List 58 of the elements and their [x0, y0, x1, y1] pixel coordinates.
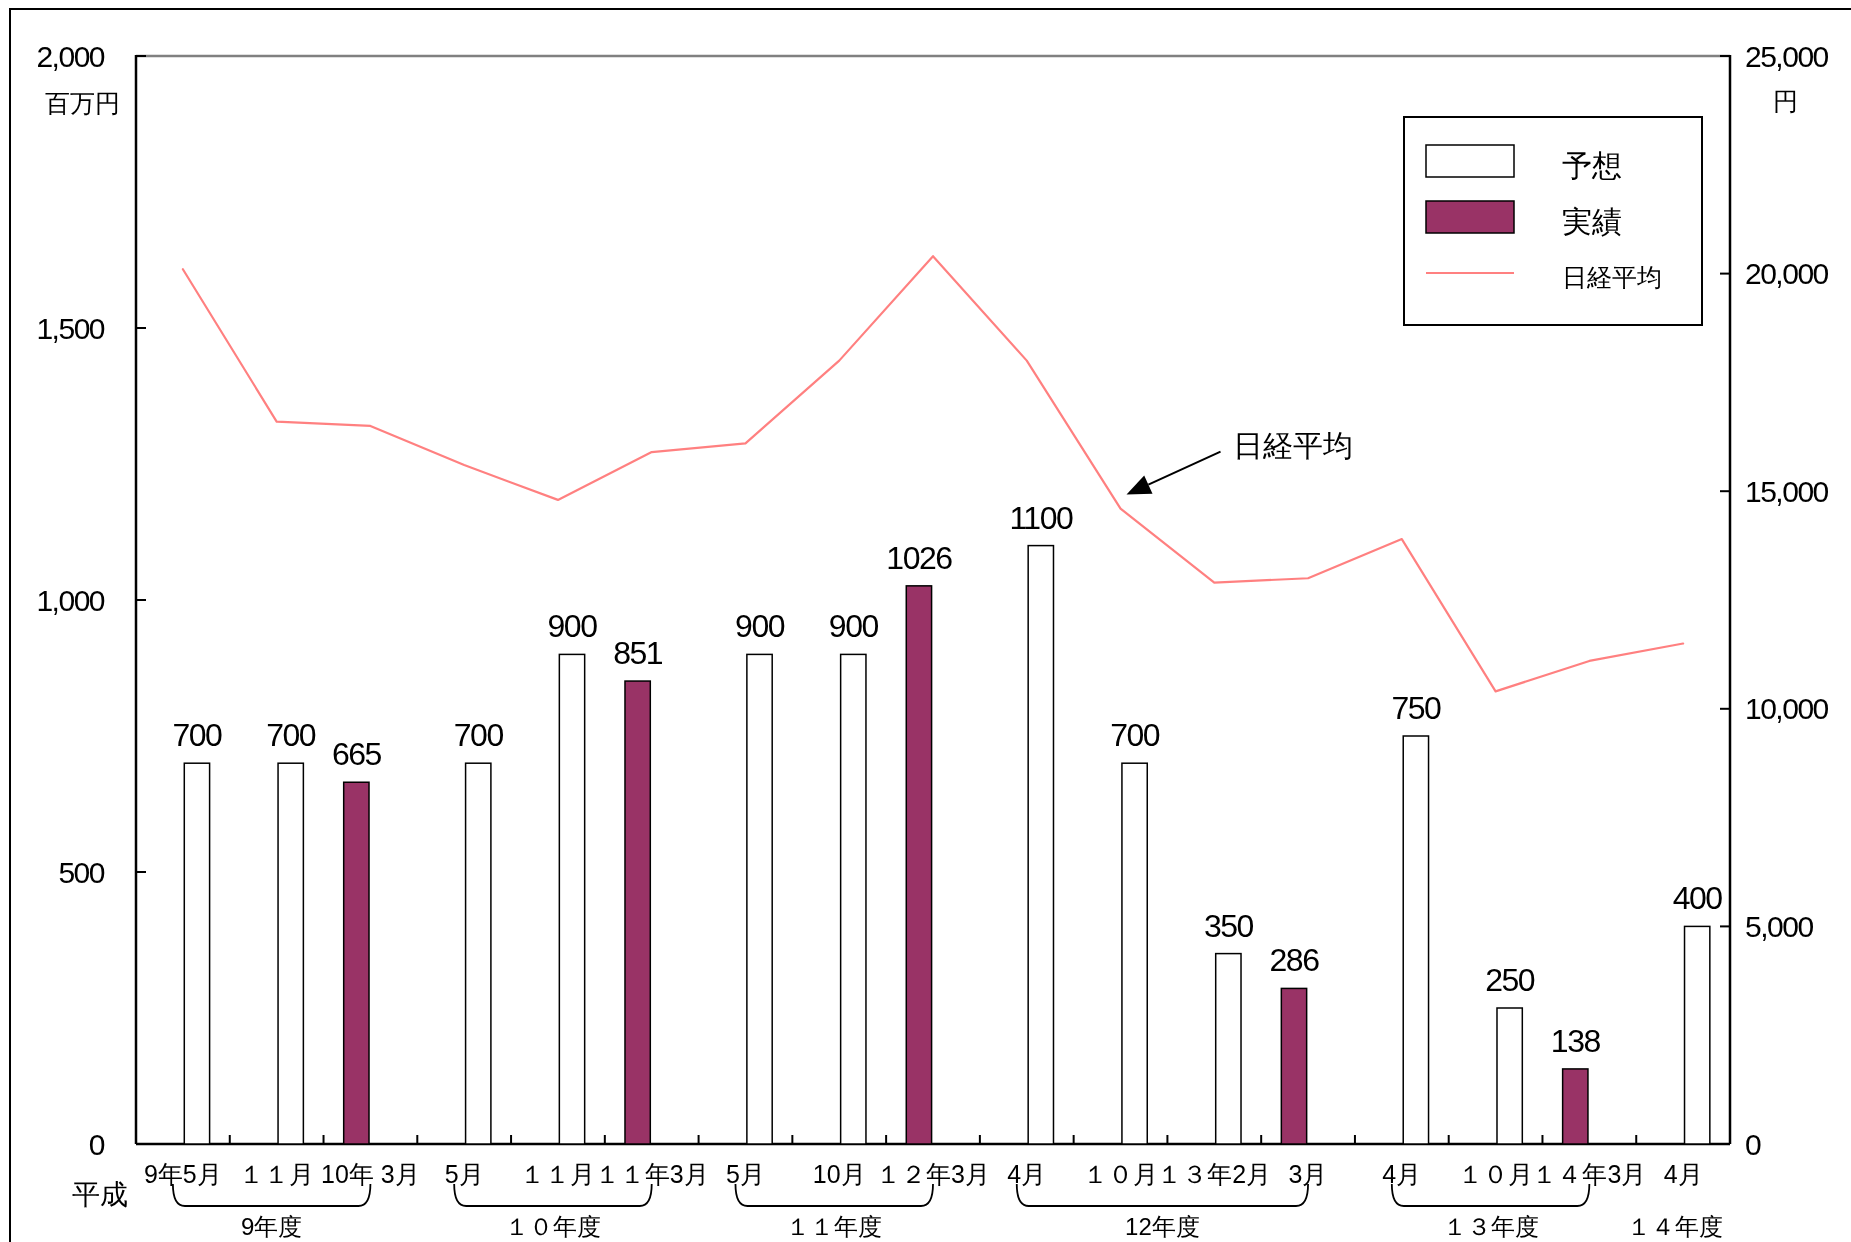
- y2-tick-label: 5,000: [1745, 909, 1814, 943]
- data-label: 1026: [886, 539, 953, 576]
- x-tick-label: 5月: [726, 1160, 765, 1188]
- x-tick-label: １１月: [520, 1160, 596, 1188]
- x-tick-label: 4月: [1382, 1160, 1422, 1188]
- y-tick-label: 2,000: [36, 39, 105, 73]
- annotation: 日経平均: [1232, 429, 1353, 463]
- data-label: 900: [735, 608, 785, 645]
- x-tick-label: １２年3月: [876, 1160, 990, 1188]
- y-axis-title: 百万円: [44, 89, 120, 117]
- text: １４年度: [1627, 1212, 1724, 1240]
- text: １０年度: [504, 1212, 601, 1240]
- x-tick-label: １４年3月: [1532, 1160, 1647, 1188]
- data-label: 665: [331, 736, 382, 773]
- y-tick-label: 500: [58, 855, 105, 889]
- data-label: 700: [266, 717, 316, 754]
- x-tick-label: 9年5月: [143, 1160, 222, 1188]
- x-tick-label: 4月: [1663, 1160, 1703, 1188]
- y2-tick-label: 0: [1745, 1127, 1761, 1161]
- legend-label: 実績: [1562, 204, 1622, 238]
- data-label: 700: [1110, 717, 1160, 754]
- data-label: 900: [828, 608, 879, 645]
- x-tick-label: 4月: [1007, 1160, 1047, 1188]
- x-tick-label: １１年3月: [594, 1160, 709, 1188]
- data-label: 138: [1550, 1022, 1601, 1059]
- x-tick-label: 10月: [812, 1160, 866, 1188]
- text: 12年度: [1125, 1212, 1200, 1240]
- x-tick-label: １０月: [1458, 1160, 1534, 1188]
- data-label: 700: [453, 717, 504, 754]
- data-label: 750: [1391, 690, 1442, 726]
- y2-tick-label: 15,000: [1745, 474, 1829, 508]
- y-tick-label: 1,000: [36, 583, 105, 617]
- data-label: 350: [1203, 907, 1254, 944]
- x-tick-label: １１月: [239, 1160, 315, 1188]
- data-label: 400: [1672, 880, 1723, 917]
- legend-label: 予想: [1562, 148, 1622, 182]
- y2-tick-label: 10,000: [1745, 692, 1829, 726]
- data-label: 1100: [1009, 499, 1073, 536]
- x-tick-label: １０月: [1083, 1160, 1159, 1188]
- data-label: 286: [1269, 942, 1320, 979]
- y2-tick-label: 25,000: [1745, 39, 1829, 73]
- y2-axis-title: 円: [1772, 87, 1798, 115]
- y-tick-label: 0: [88, 1127, 105, 1161]
- y2-tick-label: 20,000: [1745, 257, 1829, 291]
- text: １３年度: [1442, 1212, 1539, 1240]
- legend-label: 日経平均: [1562, 263, 1662, 291]
- y-tick-label: 1,500: [36, 311, 105, 345]
- x-tick-label: 3月: [1288, 1160, 1328, 1188]
- text: １１年度: [786, 1212, 883, 1240]
- data-label: 250: [1485, 962, 1535, 998]
- data-label: 900: [547, 608, 598, 645]
- x-tick-label: １３年2月: [1157, 1160, 1272, 1188]
- x-tick-label: 10年 3月: [321, 1160, 420, 1188]
- x-axis-title: 平成: [72, 1178, 128, 1210]
- text: 9年度: [240, 1212, 303, 1240]
- data-label: 851: [613, 635, 663, 672]
- x-tick-label: 5月: [444, 1160, 484, 1188]
- data-label: 700: [172, 717, 223, 754]
